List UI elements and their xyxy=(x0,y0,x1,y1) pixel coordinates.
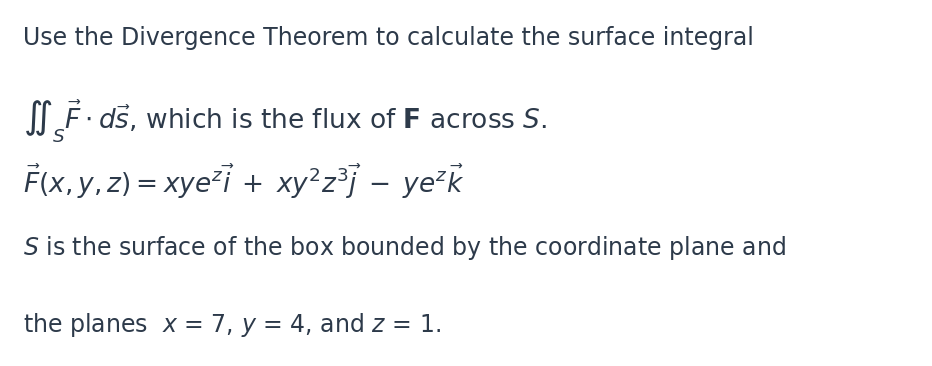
Text: the planes  $x$ = 7, $y$ = 4, and $z$ = 1.: the planes $x$ = 7, $y$ = 4, and $z$ = 1… xyxy=(23,311,441,339)
Text: $S$ is the surface of the box bounded by the coordinate plane and: $S$ is the surface of the box bounded by… xyxy=(23,234,787,262)
Text: $\iint_S \vec{F} \cdot d\vec{s}$, which is the flux of $\mathbf{F}$ across $S$.: $\iint_S \vec{F} \cdot d\vec{s}$, which … xyxy=(23,99,547,145)
Text: $\vec{F}(x, y, z) = xye^z\vec{i} \;+\; xy^2z^3\vec{j} \;-\; ye^z\vec{k}$: $\vec{F}(x, y, z) = xye^z\vec{i} \;+\; x… xyxy=(23,163,465,201)
Text: Use the Divergence Theorem to calculate the surface integral: Use the Divergence Theorem to calculate … xyxy=(23,26,754,50)
